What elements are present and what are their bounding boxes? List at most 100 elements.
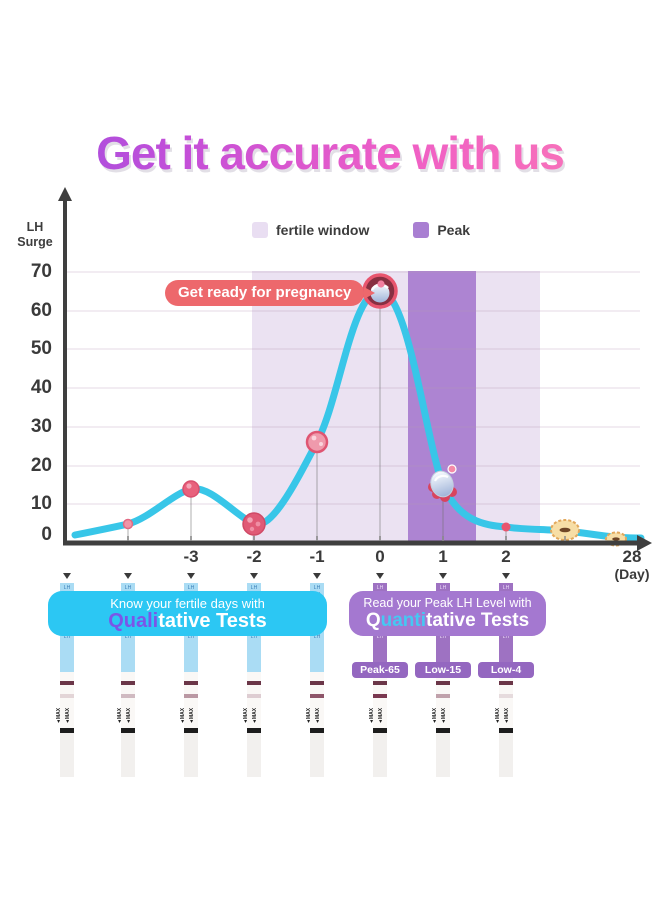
x-tick: 0 [375, 547, 385, 566]
y-tick: 70 [30, 261, 52, 282]
test-line [184, 694, 198, 698]
strip-handle [499, 733, 513, 777]
control-line [60, 681, 74, 685]
y-tick: 50 [30, 338, 52, 359]
down-arrow-icon [376, 573, 384, 579]
test-line [247, 694, 261, 698]
legend-fertile-label: fertile window [276, 222, 370, 238]
max-line [310, 728, 324, 733]
strip-handle [121, 733, 135, 777]
quantitative-banner: Read your Peak LH Level with Quantitativ… [349, 591, 546, 636]
chart-legend: fertile window Peak [252, 222, 470, 238]
lh-level-badge: Peak-65 [352, 662, 408, 678]
data-point [182, 480, 200, 498]
fertile-window-swatch [252, 222, 268, 238]
down-arrow-icon [250, 573, 258, 579]
strip-handle [184, 733, 198, 777]
y-tick: 60 [30, 300, 52, 321]
qualitative-banner-line2: Qualitative Tests [108, 610, 267, 632]
axes [58, 187, 652, 551]
max-line [247, 728, 261, 733]
qualitative-banner-line1: Know your fertile days with [110, 596, 265, 611]
strip-handle [436, 733, 450, 777]
strip-handle [373, 733, 387, 777]
corpus-luteum-icon [550, 519, 580, 541]
down-arrow-icon [313, 573, 321, 579]
lh-level-badge: Low-15 [415, 662, 471, 678]
released-egg-icon [428, 464, 457, 502]
max-line [373, 728, 387, 733]
max-line [184, 728, 198, 733]
max-fill-marks: ◄MAX ◄MAX [495, 707, 510, 725]
qualitative-banner: Know your fertile days with Qualitative … [48, 591, 327, 636]
control-line [373, 681, 387, 685]
fertile-window-band [252, 271, 540, 543]
max-fill-marks: ◄MAX ◄MAX [117, 707, 132, 725]
control-line [436, 681, 450, 685]
y-axis-label: LH Surge [17, 220, 53, 249]
lh-level-badge: Low-4 [478, 662, 534, 678]
legend-peak-label: Peak [437, 222, 471, 238]
lh-surge-chart [58, 187, 652, 551]
max-fill-marks: ◄MAX ◄MAX [306, 707, 321, 725]
down-arrow-icon [439, 573, 447, 579]
egg-cluster-icon [242, 512, 266, 536]
control-line [184, 681, 198, 685]
x-tick: -1 [309, 547, 325, 566]
strip-body [60, 672, 74, 733]
x-axis-unit: (Day) [614, 566, 650, 582]
quantitative-banner-line1: Read your Peak LH Level with [363, 596, 532, 610]
max-fill-marks: ◄MAX ◄MAX [432, 707, 447, 725]
max-fill-marks: ◄MAX ◄MAX [369, 707, 384, 725]
max-fill-marks: ◄MAX ◄MAX [56, 707, 71, 725]
strip-body [436, 672, 450, 733]
max-line [60, 728, 74, 733]
test-line [373, 694, 387, 698]
x-tick: -2 [246, 547, 262, 566]
page-title: Get it accurate with us [0, 126, 660, 180]
strip-body [121, 672, 135, 733]
y-tick: 0 [41, 524, 52, 545]
gridlines [67, 271, 640, 505]
data-point [122, 518, 134, 530]
test-line [121, 694, 135, 698]
control-line [499, 681, 513, 685]
quantitative-banner-line2: Quantitative Tests [365, 610, 530, 631]
strip-handle [60, 733, 74, 777]
max-fill-marks: ◄MAX ◄MAX [243, 707, 258, 725]
strip-body [184, 672, 198, 733]
data-point [501, 522, 511, 532]
data-point [305, 430, 329, 454]
x-tick-end: 28 [622, 547, 642, 566]
strip-body [247, 672, 261, 733]
x-tick: 1 [438, 547, 448, 566]
y-tick: 30 [30, 416, 52, 437]
down-arrow-icon [187, 573, 195, 579]
strip-body [373, 672, 387, 733]
peak-swatch [413, 222, 430, 238]
down-arrow-icon [124, 573, 132, 579]
strip-handle [310, 733, 324, 777]
test-line [436, 694, 450, 698]
strip-body [310, 672, 324, 733]
max-line [436, 728, 450, 733]
y-tick: 10 [30, 493, 52, 514]
strip-handle [247, 733, 261, 777]
max-line [499, 728, 513, 733]
pregnancy-callout: Get ready for pregnancy [165, 280, 376, 306]
y-tick: 20 [30, 455, 52, 476]
x-tick: 2 [501, 547, 511, 566]
control-line [247, 681, 261, 685]
max-line [121, 728, 135, 733]
control-line [310, 681, 324, 685]
max-fill-marks: ◄MAX ◄MAX [180, 707, 195, 725]
down-arrow-icon [63, 573, 71, 579]
test-line [60, 694, 74, 698]
test-line [310, 694, 324, 698]
control-line [121, 681, 135, 685]
test-line [499, 694, 513, 698]
x-tick: -3 [183, 547, 199, 566]
strip-body [499, 672, 513, 733]
